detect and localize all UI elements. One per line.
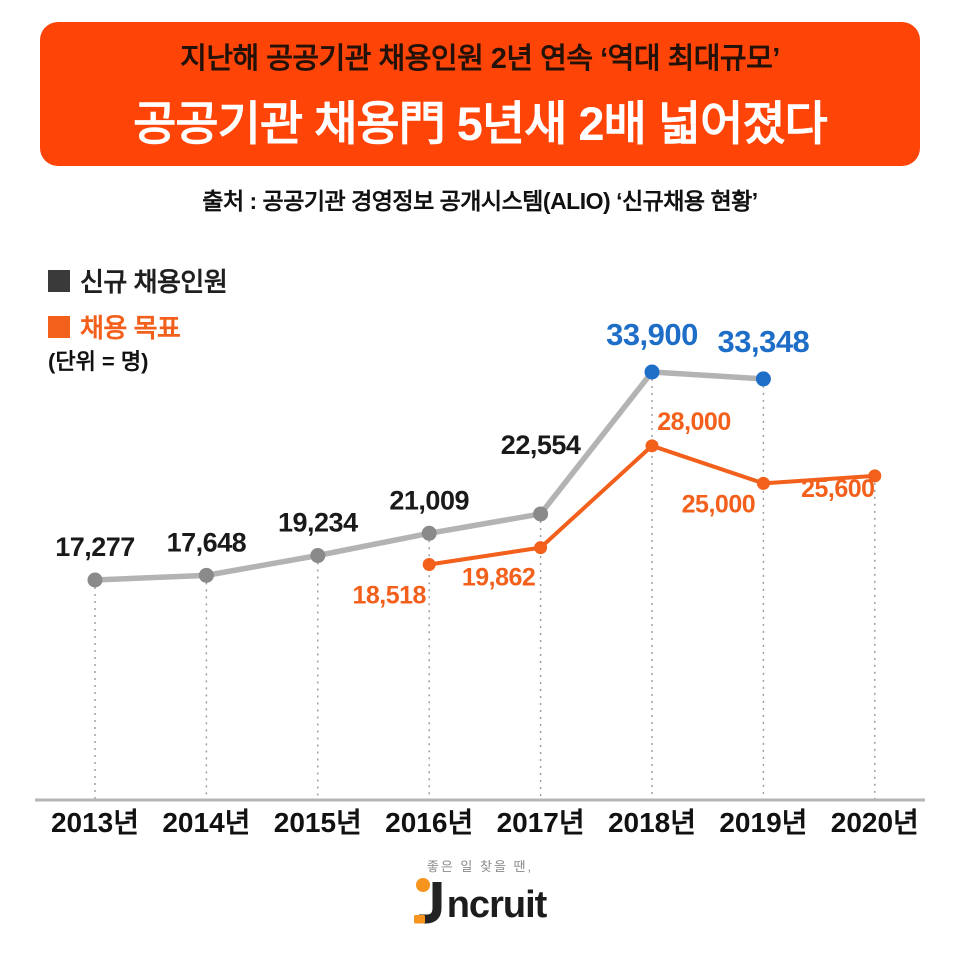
logo-text: ncruit [446,884,548,926]
legend-label-target: 채용 목표 [80,313,181,343]
data-label: 28,000 [657,408,730,436]
data-point [422,557,436,571]
data-label: 33,348 [717,324,809,359]
header-banner: 지난해 공공기관 채용인원 2년 연속 ‘역대 최대규모’ 공공기관 채용門 5… [40,22,920,166]
data-label: 17,277 [55,532,135,562]
logo-tagline: 좋은 일 찾을 땐, [426,859,534,874]
x-axis-label: 2015년 [274,807,362,838]
data-label: 17,648 [167,527,247,557]
incruit-person-icon [413,878,442,924]
incruit-logo: ncruit [413,878,548,926]
data-point [755,371,771,387]
data-point [868,469,882,483]
data-label: 21,009 [389,485,469,515]
legend-swatch-orange [48,315,70,338]
x-axis-label: 2017년 [497,807,585,838]
legend-item-target: 채용 목표 [48,308,227,345]
chart-legend: 신규 채용인원 채용 목표 [48,262,228,354]
data-label: 25,600 [801,475,874,503]
source-note: 출처 : 공공기관 경영정보 공개시스템(ALIO) ‘신규채용 현황’ [202,188,758,214]
data-label: 22,554 [501,430,581,460]
data-label: 19,234 [278,508,358,538]
page-title: 공공기관 채용門 5년새 2배 넓어졌다 [133,96,828,150]
x-axis-label: 2018년 [608,807,696,838]
data-point [533,506,549,522]
data-point [198,567,214,583]
x-axis-label: 2020년 [831,807,919,838]
header-subtitle: 지난해 공공기관 채용인원 2년 연속 ‘역대 최대규모’ [180,42,780,75]
x-axis-label: 2019년 [719,807,807,838]
data-point [644,364,660,380]
footer: 좋은 일 찾을 땐, ncruit [0,856,960,924]
x-axis-label: 2013년 [51,807,139,838]
data-label: 33,900 [606,317,698,352]
unit-label: (단위 = 명) [48,349,149,374]
legend-item-new-hires: 신규 채용인원 [48,262,228,299]
x-axis-label: 2014년 [162,807,250,838]
x-axis-label: 2016년 [385,807,473,838]
data-label: 19,862 [462,564,535,592]
legend-label-new-hires: 신규 채용인원 [80,267,228,297]
data-label: 18,518 [352,581,426,609]
legend-swatch-gray [48,269,70,292]
data-point [645,439,659,453]
data-point [87,572,103,588]
data-label: 25,000 [682,490,755,518]
data-point [756,476,770,490]
data-point [421,525,437,541]
data-point [310,548,326,564]
data-point [534,541,548,555]
